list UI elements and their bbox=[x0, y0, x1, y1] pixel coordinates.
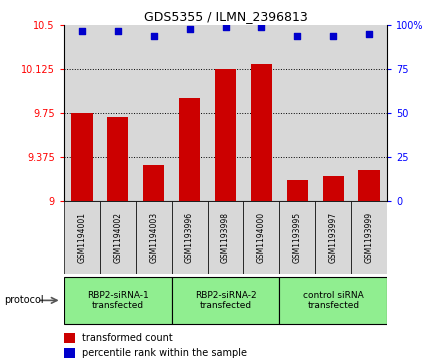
Bar bbox=[172, 277, 279, 324]
Text: RBP2-siRNA-1
transfected: RBP2-siRNA-1 transfected bbox=[87, 291, 149, 310]
Text: GSM1193997: GSM1193997 bbox=[329, 212, 338, 263]
Bar bbox=[143, 165, 165, 201]
Point bbox=[222, 24, 229, 30]
Title: GDS5355 / ILMN_2396813: GDS5355 / ILMN_2396813 bbox=[143, 10, 308, 23]
Bar bbox=[64, 201, 100, 274]
Bar bbox=[286, 180, 308, 201]
Bar bbox=[359, 170, 380, 201]
Bar bbox=[100, 201, 136, 274]
Text: GSM1194002: GSM1194002 bbox=[113, 212, 122, 263]
Text: percentile rank within the sample: percentile rank within the sample bbox=[81, 348, 246, 358]
Text: GSM1194003: GSM1194003 bbox=[149, 212, 158, 263]
Bar bbox=[251, 64, 272, 201]
Text: GSM1194001: GSM1194001 bbox=[77, 212, 86, 263]
Bar bbox=[64, 348, 75, 358]
Point bbox=[114, 28, 121, 34]
Bar bbox=[215, 69, 236, 201]
Bar bbox=[315, 201, 351, 274]
Point bbox=[294, 33, 301, 39]
Text: GSM1193999: GSM1193999 bbox=[365, 212, 374, 263]
Point bbox=[78, 28, 85, 34]
Bar bbox=[323, 176, 344, 201]
Bar bbox=[172, 201, 208, 274]
Point bbox=[150, 33, 157, 39]
Text: protocol: protocol bbox=[4, 295, 44, 305]
Text: GSM1193996: GSM1193996 bbox=[185, 212, 194, 263]
Bar bbox=[71, 113, 92, 201]
Text: GSM1193995: GSM1193995 bbox=[293, 212, 302, 263]
Bar bbox=[279, 201, 315, 274]
Bar bbox=[64, 277, 172, 324]
Bar bbox=[208, 201, 243, 274]
Point bbox=[366, 31, 373, 37]
Bar bbox=[136, 201, 172, 274]
Point bbox=[330, 33, 337, 39]
Text: RBP2-siRNA-2
transfected: RBP2-siRNA-2 transfected bbox=[194, 291, 257, 310]
Bar bbox=[64, 333, 75, 343]
Point bbox=[258, 24, 265, 30]
Bar bbox=[243, 201, 279, 274]
Text: GSM1194000: GSM1194000 bbox=[257, 212, 266, 263]
Text: transformed count: transformed count bbox=[81, 333, 172, 343]
Bar bbox=[351, 201, 387, 274]
Bar bbox=[179, 98, 200, 201]
Bar bbox=[279, 277, 387, 324]
Bar bbox=[107, 117, 128, 201]
Text: GSM1193998: GSM1193998 bbox=[221, 212, 230, 263]
Text: control siRNA
transfected: control siRNA transfected bbox=[303, 291, 364, 310]
Point bbox=[186, 26, 193, 32]
